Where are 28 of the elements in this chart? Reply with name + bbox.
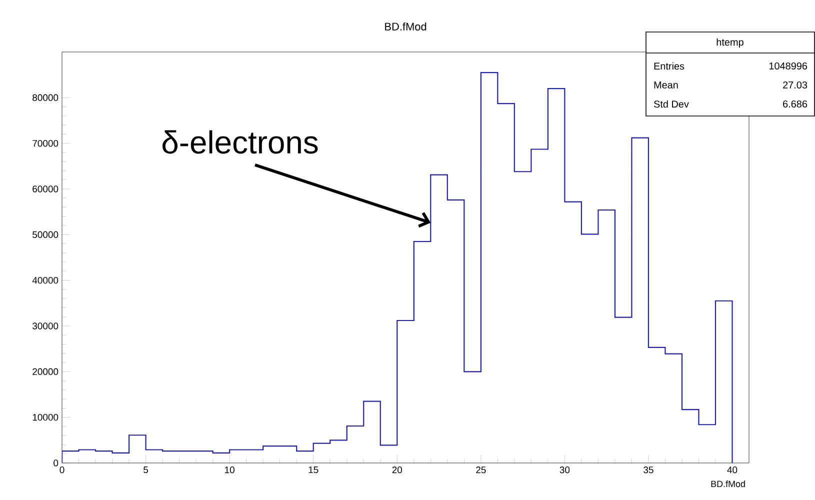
annotation: δ-electrons xyxy=(162,130,318,154)
text: 6.686 xyxy=(783,100,808,108)
x-axis-title: BD.fMod xyxy=(711,480,745,488)
y-tick-label: 70000 xyxy=(32,140,58,147)
x-tick-label: 10 xyxy=(225,466,234,474)
annotation: Std Dev xyxy=(654,100,689,108)
annotation: Entries xyxy=(654,62,684,70)
x-tick-label: 40 xyxy=(727,466,738,474)
y-tick-label: 40000 xyxy=(32,276,58,284)
y-tick-label: 0 xyxy=(54,460,58,466)
y-tick-label: 80000 xyxy=(32,94,58,102)
y-tick-label: 10000 xyxy=(32,414,58,421)
x-tick-label: 35 xyxy=(644,466,654,474)
x-tick-label: 20 xyxy=(392,466,402,474)
x-tick-label: 0 xyxy=(60,466,64,474)
x-tick-label: 30 xyxy=(560,466,570,474)
text: htemp xyxy=(716,38,744,48)
x-tick-label: 5 xyxy=(144,466,148,474)
y-tick-label: 20000 xyxy=(32,368,58,376)
y-tick-label: 60000 xyxy=(32,186,58,192)
x-tick-label: 25 xyxy=(476,466,486,474)
annotation: Mean xyxy=(654,82,678,88)
text: 27.03 xyxy=(783,81,808,89)
x-tick-label: 15 xyxy=(308,466,318,474)
text: 1048996 xyxy=(769,62,808,70)
chart-title: BD.fMod xyxy=(385,22,426,30)
y-tick-label: 50000 xyxy=(32,231,58,238)
y-tick-label: 30000 xyxy=(32,322,58,330)
